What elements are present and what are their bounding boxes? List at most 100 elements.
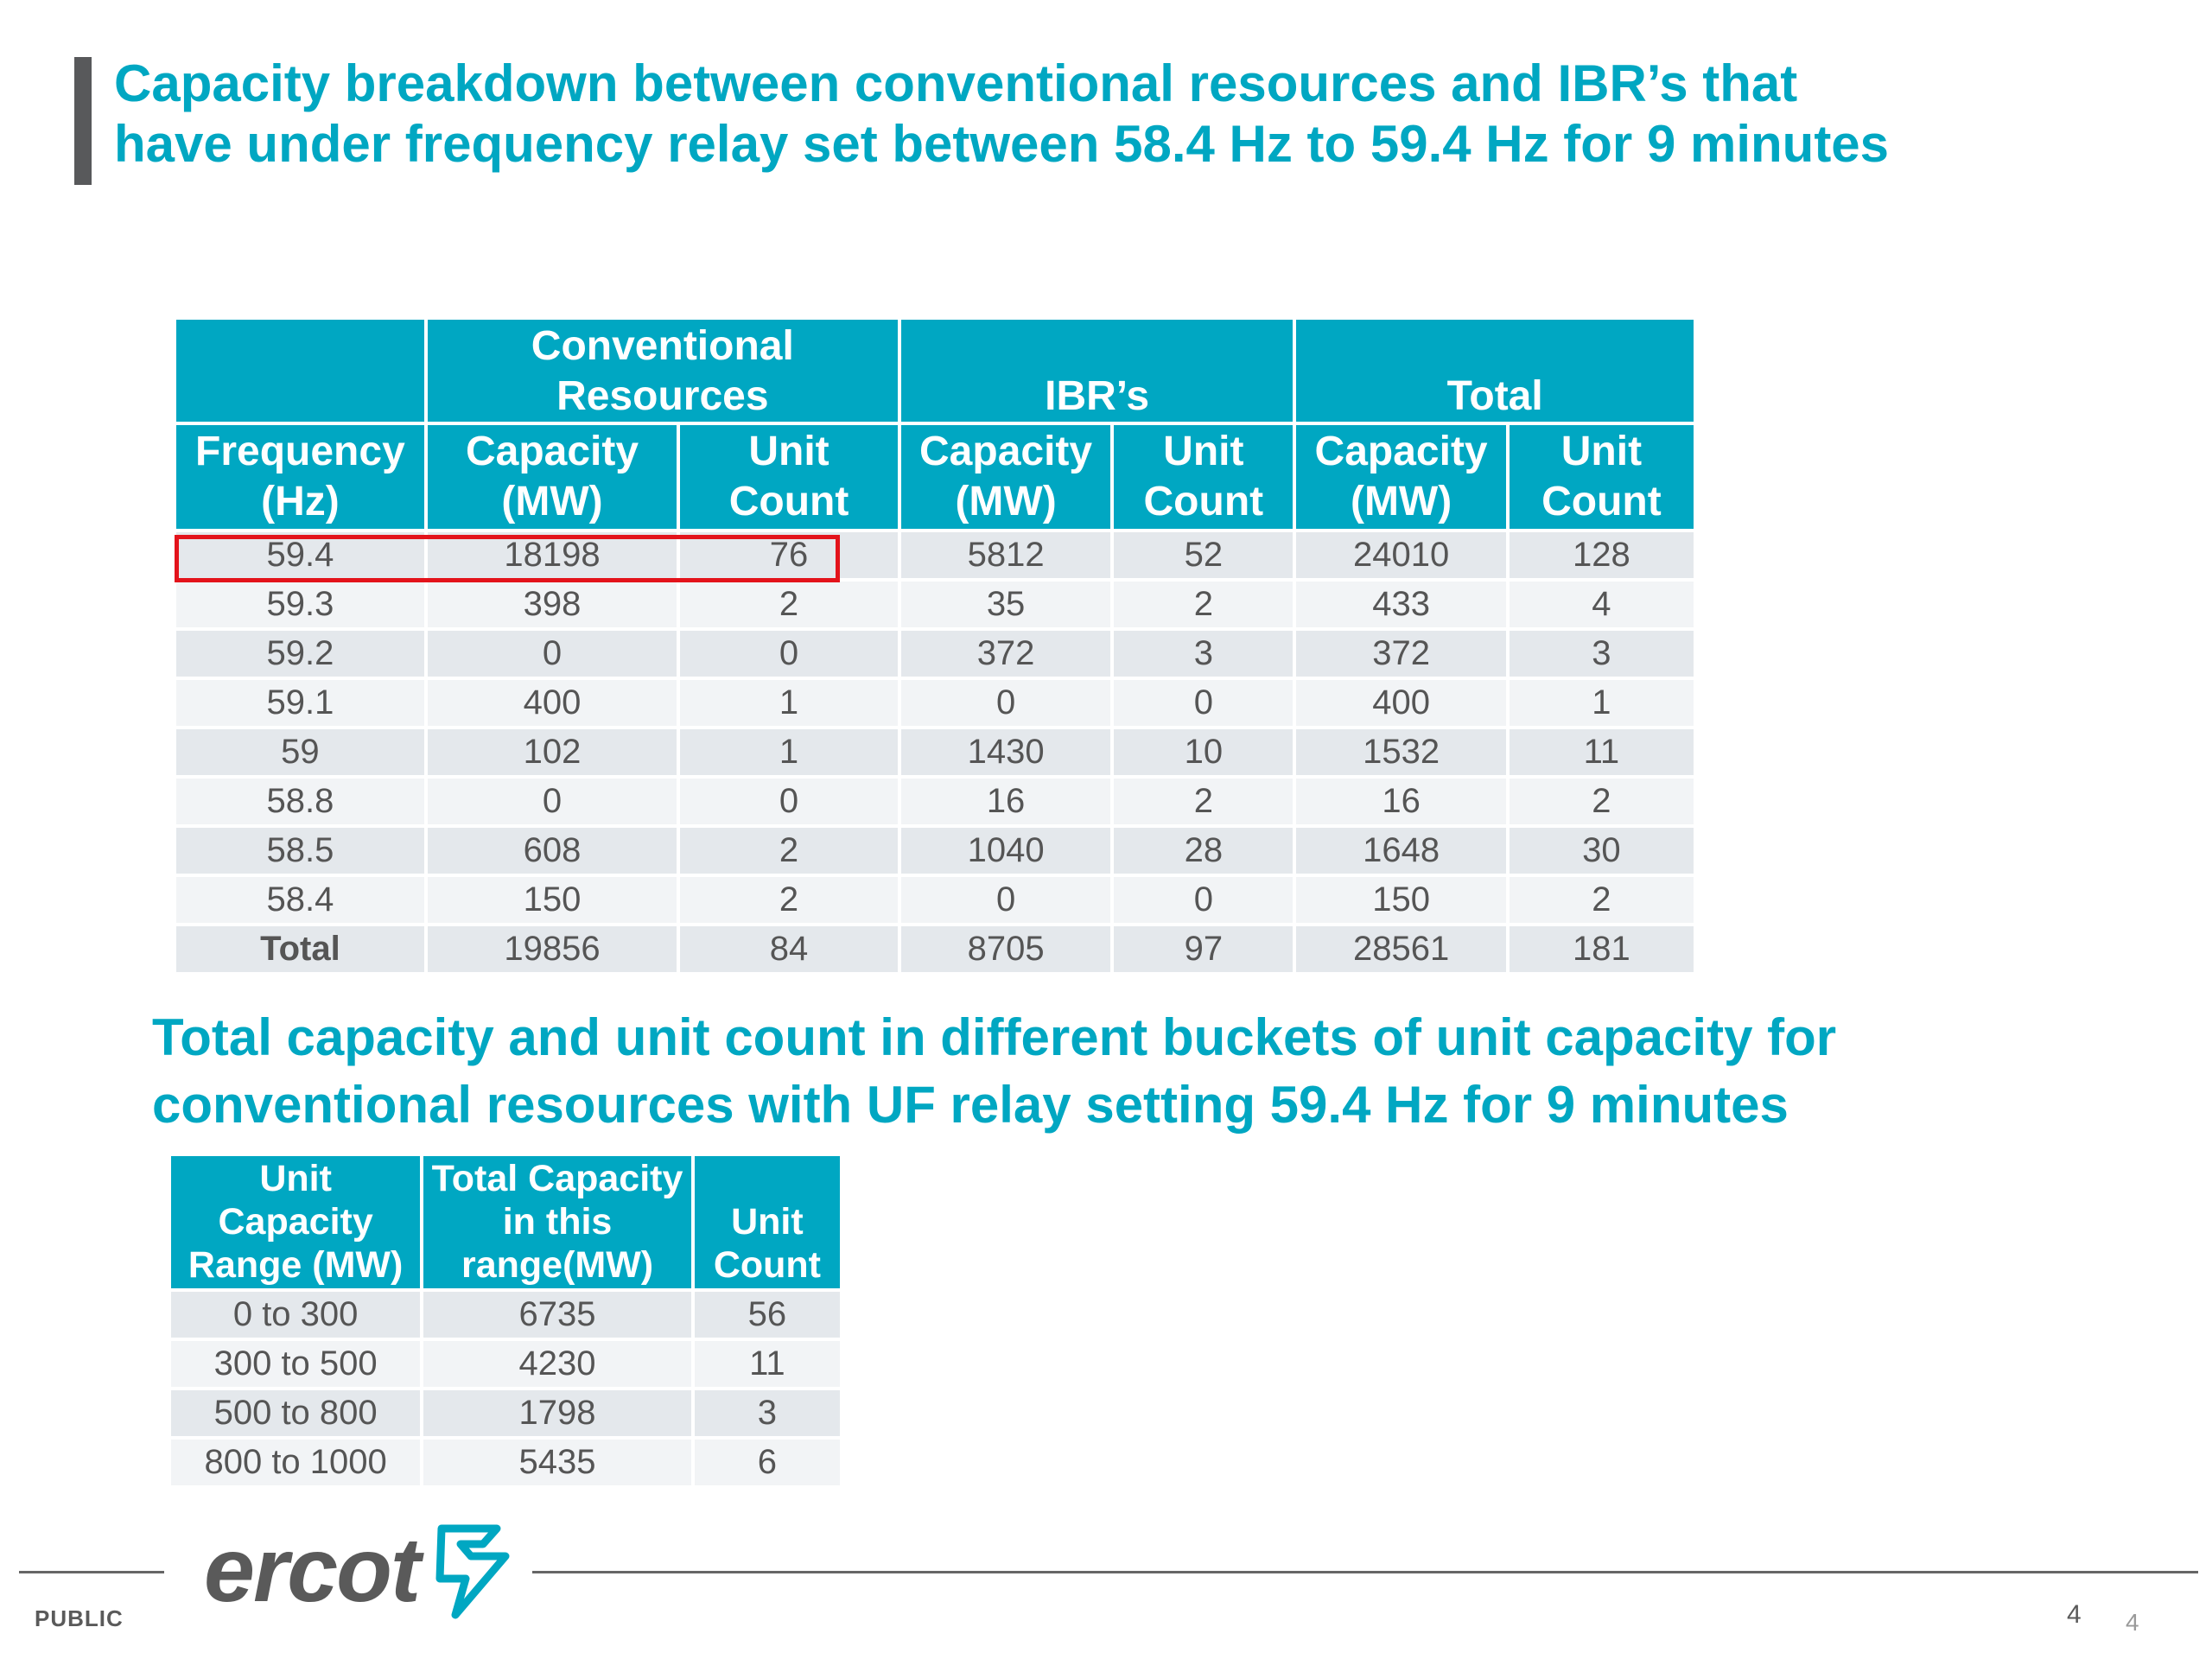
cell-total-unit-count: 1 xyxy=(1509,680,1694,729)
table-row: 58.8 0 0 16 2 16 2 xyxy=(176,779,1694,828)
cell-ibr-capacity: 35 xyxy=(900,582,1115,631)
cell-total-capacity: 400 xyxy=(1296,680,1510,729)
header-conventional-unit-count: Unit Count xyxy=(680,425,901,532)
cell-total-capacity: 16 xyxy=(1296,779,1510,828)
table-row: 58.5 608 2 1040 28 1648 30 xyxy=(176,828,1694,877)
cell-conventional-unit-count: 84 xyxy=(680,926,901,976)
cell-conventional-capacity: 18198 xyxy=(427,532,681,582)
header-total: Total xyxy=(1296,320,1694,425)
cell-frequency: 59.2 xyxy=(176,631,428,680)
ercot-logo: ercot xyxy=(204,1519,518,1621)
cell-frequency: 59.1 xyxy=(176,680,428,729)
cell-unit-count: 11 xyxy=(694,1341,840,1390)
ercot-logo-text: ercot xyxy=(204,1519,421,1621)
header-bucket-unit-count: Unit Count xyxy=(694,1156,840,1292)
cell-ibr-capacity: 8705 xyxy=(900,926,1115,976)
cell-total-capacity: 433 xyxy=(1296,582,1510,631)
cell-frequency: 59 xyxy=(176,729,428,779)
section-subtitle-line-2: conventional resources with UF relay set… xyxy=(152,1076,1789,1134)
cell-ibr-unit-count: 10 xyxy=(1114,729,1297,779)
cell-total-unit-count: 181 xyxy=(1509,926,1694,976)
header-frequency: Frequency (Hz) xyxy=(176,425,428,532)
capacity-bucket-table: Unit Capacity Range (MW) Total Capacity … xyxy=(171,1156,840,1489)
cell-ibr-capacity: 372 xyxy=(900,631,1115,680)
cell-frequency: 58.8 xyxy=(176,779,428,828)
header-total-capacity: Capacity (MW) xyxy=(1296,425,1510,532)
header-empty-cell xyxy=(176,320,428,425)
cell-total-unit-count: 128 xyxy=(1509,532,1694,582)
table-row: 0 to 300 6735 56 xyxy=(171,1292,840,1341)
cell-conventional-unit-count: 1 xyxy=(680,680,901,729)
cell-total-capacity-range: 5435 xyxy=(423,1440,695,1489)
cell-unit-capacity-range: 0 to 300 xyxy=(171,1292,424,1341)
cell-ibr-unit-count: 0 xyxy=(1114,877,1297,926)
table-row: 59.2 0 0 372 3 372 3 xyxy=(176,631,1694,680)
cell-unit-capacity-range: 800 to 1000 xyxy=(171,1440,424,1489)
section-subtitle: Total capacity and unit count in differe… xyxy=(152,1004,2122,1139)
cell-total-unit-count: 11 xyxy=(1509,729,1694,779)
table-row: 58.4 150 2 0 0 150 2 xyxy=(176,877,1694,926)
cell-ibr-capacity: 16 xyxy=(900,779,1115,828)
cell-total-capacity: 24010 xyxy=(1296,532,1510,582)
section-subtitle-line-1: Total capacity and unit count in differe… xyxy=(152,1008,1837,1066)
cell-conventional-capacity: 19856 xyxy=(427,926,681,976)
cell-ibr-unit-count: 52 xyxy=(1114,532,1297,582)
table-row: 59.1 400 1 0 0 400 1 xyxy=(176,680,1694,729)
cell-unit-count: 56 xyxy=(694,1292,840,1341)
cell-conventional-unit-count: 2 xyxy=(680,877,901,926)
cell-conventional-unit-count: 2 xyxy=(680,582,901,631)
cell-total-capacity-range: 4230 xyxy=(423,1341,695,1390)
frequency-capacity-table: Conventional Resources IBR’s Total Frequ… xyxy=(176,320,1694,976)
cell-unit-count: 3 xyxy=(694,1390,840,1440)
table-row: 59 102 1 1430 10 1532 11 xyxy=(176,729,1694,779)
cell-ibr-unit-count: 3 xyxy=(1114,631,1297,680)
cell-ibr-unit-count: 2 xyxy=(1114,582,1297,631)
cell-conventional-unit-count: 76 xyxy=(680,532,901,582)
cell-total-unit-count: 4 xyxy=(1509,582,1694,631)
table-row: 59.3 398 2 35 2 433 4 xyxy=(176,582,1694,631)
cell-total-unit-count: 3 xyxy=(1509,631,1694,680)
cell-total-unit-count: 2 xyxy=(1509,877,1694,926)
table-row: 300 to 500 4230 11 xyxy=(171,1341,840,1390)
footer-rule-right xyxy=(532,1571,2198,1573)
cell-conventional-capacity: 608 xyxy=(427,828,681,877)
cell-conventional-capacity: 400 xyxy=(427,680,681,729)
cell-ibr-capacity: 1430 xyxy=(900,729,1115,779)
page-number: 4 xyxy=(2067,1600,2082,1629)
ercot-lightning-icon xyxy=(435,1524,510,1619)
cell-total-capacity: 150 xyxy=(1296,877,1510,926)
slide-title-line-2: have under frequency relay set between 5… xyxy=(114,115,1890,173)
cell-total-unit-count: 30 xyxy=(1509,828,1694,877)
table-row: 500 to 800 1798 3 xyxy=(171,1390,840,1440)
header-ibr-capacity: Capacity (MW) xyxy=(900,425,1115,532)
header-unit-capacity-range: Unit Capacity Range (MW) xyxy=(171,1156,424,1292)
header-ibrs: IBR’s xyxy=(900,320,1297,425)
cell-conventional-capacity: 0 xyxy=(427,631,681,680)
cell-total-capacity-range: 1798 xyxy=(423,1390,695,1440)
cell-conventional-capacity: 398 xyxy=(427,582,681,631)
cell-conventional-capacity: 102 xyxy=(427,729,681,779)
cell-frequency: 59.3 xyxy=(176,582,428,631)
cell-total-capacity-range: 6735 xyxy=(423,1292,695,1341)
cell-total-capacity: 1532 xyxy=(1296,729,1510,779)
cell-unit-capacity-range: 300 to 500 xyxy=(171,1341,424,1390)
cell-ibr-capacity: 0 xyxy=(900,680,1115,729)
header-total-unit-count: Unit Count xyxy=(1509,425,1694,532)
cell-unit-count: 6 xyxy=(694,1440,840,1489)
cell-frequency: 59.4 xyxy=(176,532,428,582)
cell-unit-capacity-range: 500 to 800 xyxy=(171,1390,424,1440)
cell-total-capacity: 372 xyxy=(1296,631,1510,680)
cell-conventional-unit-count: 0 xyxy=(680,779,901,828)
cell-frequency: 58.5 xyxy=(176,828,428,877)
cell-ibr-capacity: 5812 xyxy=(900,532,1115,582)
page-number-secondary: 4 xyxy=(2126,1609,2139,1636)
cell-conventional-capacity: 150 xyxy=(427,877,681,926)
cell-ibr-unit-count: 2 xyxy=(1114,779,1297,828)
title-accent-bar xyxy=(74,57,92,185)
cell-total-capacity: 1648 xyxy=(1296,828,1510,877)
cell-total-capacity: 28561 xyxy=(1296,926,1510,976)
header-ibr-unit-count: Unit Count xyxy=(1114,425,1297,532)
slide-title-line-1: Capacity breakdown between conventional … xyxy=(114,54,1798,112)
footer-rule-left xyxy=(19,1571,164,1573)
cell-conventional-unit-count: 0 xyxy=(680,631,901,680)
